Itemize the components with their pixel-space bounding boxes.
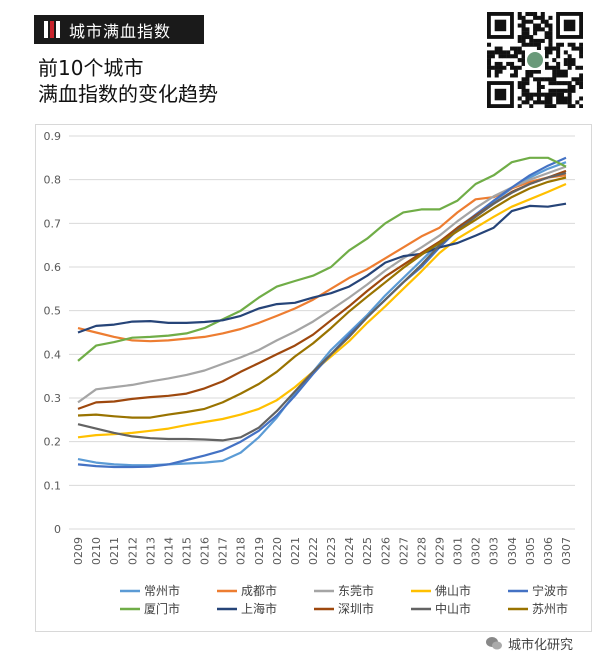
x-tick-label: 0302 bbox=[470, 537, 483, 565]
x-tick-label: 0306 bbox=[542, 537, 555, 565]
series-line-9 bbox=[77, 172, 567, 442]
x-tick-label: 0215 bbox=[180, 537, 193, 565]
legend-label: 成都市 bbox=[241, 583, 277, 598]
legend-label: 常州市 bbox=[144, 583, 180, 598]
x-tick-label: 0211 bbox=[108, 537, 121, 565]
chart-container: 0 0.1 0.2 0.3 0.4 0.5 0.6 0.7 0.8 0.9 0209 0210 0211… bbox=[35, 124, 592, 632]
x-tick-label: 0228 bbox=[415, 537, 428, 565]
x-tick-label: 0225 bbox=[361, 537, 374, 565]
x-tick-label: 0216 bbox=[199, 537, 212, 565]
legend-label: 苏州市 bbox=[532, 601, 568, 616]
y-tick-label: 0.9 bbox=[44, 130, 62, 143]
y-tick-label: 0.6 bbox=[44, 261, 62, 274]
x-tick-label: 0305 bbox=[524, 537, 537, 565]
legend-label: 深圳市 bbox=[338, 601, 374, 616]
legend-label: 东莞市 bbox=[338, 583, 374, 598]
x-tick-label: 0226 bbox=[379, 537, 392, 565]
y-tick-label: 0.5 bbox=[44, 305, 62, 318]
x-tick-label: 0213 bbox=[144, 537, 157, 565]
y-tick-label: 0.8 bbox=[44, 174, 62, 187]
x-tick-label: 0218 bbox=[235, 537, 248, 565]
x-tick-label: 0221 bbox=[289, 537, 302, 565]
legend-label: 厦门市 bbox=[144, 601, 180, 616]
tag-label: 城市满血指数 bbox=[69, 21, 172, 41]
x-tick-label: 0224 bbox=[343, 537, 356, 565]
line-chart: 0 0.1 0.2 0.3 0.4 0.5 0.6 0.7 0.8 0.9 0209 0210 0211… bbox=[44, 130, 575, 616]
x-tick-label: 0212 bbox=[126, 537, 139, 565]
y-tick-label: 0.1 bbox=[44, 479, 62, 492]
x-tick-label: 0229 bbox=[433, 537, 446, 565]
x-tick-label: 0219 bbox=[253, 537, 266, 565]
legend-label: 宁波市 bbox=[532, 583, 568, 598]
x-tick-label: 0307 bbox=[560, 537, 573, 565]
legend-label: 佛山市 bbox=[435, 583, 471, 598]
x-tick-label: 0223 bbox=[325, 537, 338, 565]
series-line-7 bbox=[77, 202, 567, 334]
series-line-3 bbox=[77, 165, 567, 404]
qr-code-icon[interactable] bbox=[487, 12, 583, 108]
headline-line-2: 满血指数的变化趋势 bbox=[38, 82, 218, 106]
legend-label: 中山市 bbox=[435, 601, 471, 616]
series-line-2 bbox=[77, 174, 567, 343]
y-tick-label: 0 bbox=[54, 523, 61, 536]
x-tick-label: 0301 bbox=[452, 537, 465, 565]
series-line-8 bbox=[77, 169, 567, 410]
x-tick-label: 0303 bbox=[488, 537, 501, 565]
watermark-label: 城市化研究 bbox=[508, 638, 574, 653]
x-tick-label: 0222 bbox=[307, 537, 320, 565]
x-tick-label: 0214 bbox=[162, 537, 175, 565]
title-tag: 城市满血指数 bbox=[34, 15, 204, 44]
x-tick-label: 0210 bbox=[90, 537, 103, 565]
y-tick-label: 0.7 bbox=[44, 217, 62, 230]
bars-logo-icon bbox=[44, 21, 61, 38]
x-tick-label: 0227 bbox=[397, 537, 410, 565]
x-tick-label: 0209 bbox=[72, 537, 85, 565]
x-tick-label: 0220 bbox=[271, 537, 284, 565]
legend-label: 上海市 bbox=[241, 601, 277, 616]
headline: 前10个城市 满血指数的变化趋势 bbox=[38, 55, 218, 107]
series-line-6 bbox=[77, 156, 567, 362]
wechat-icon bbox=[486, 637, 502, 650]
x-tick-label: 0304 bbox=[506, 537, 519, 565]
watermark: 城市化研究 bbox=[486, 634, 573, 653]
x-tick-label: 0217 bbox=[217, 537, 230, 565]
series-line-10 bbox=[77, 176, 567, 419]
y-tick-label: 0.3 bbox=[44, 392, 62, 405]
y-tick-label: 0.2 bbox=[44, 436, 62, 449]
headline-line-1: 前10个城市 bbox=[38, 56, 144, 80]
y-tick-label: 0.4 bbox=[44, 348, 62, 361]
